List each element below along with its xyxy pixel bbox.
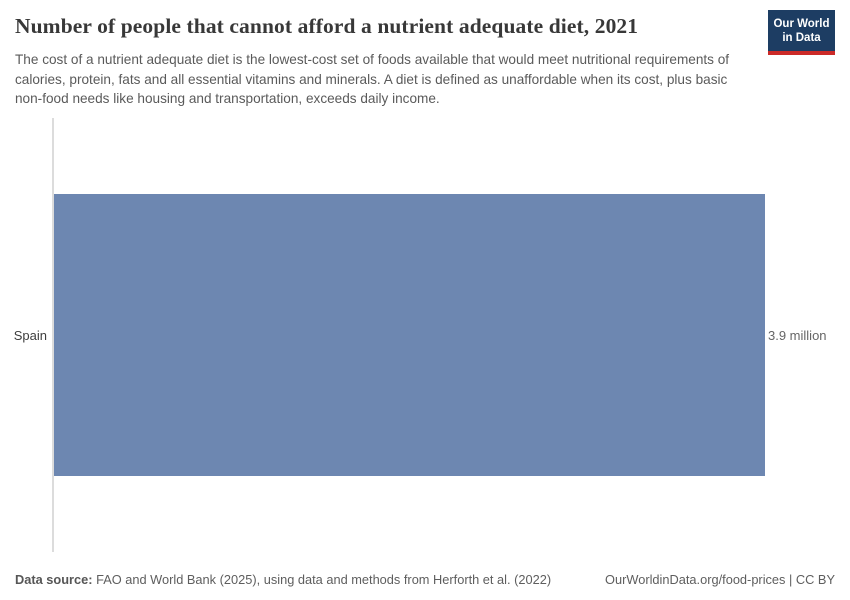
owid-logo[interactable]: Our World in Data <box>768 10 835 55</box>
owid-logo-line1: Our World <box>773 17 830 30</box>
bar-spain[interactable] <box>53 194 765 476</box>
chart-header: Number of people that cannot afford a nu… <box>15 14 750 109</box>
owid-logo-line2: in Data <box>782 31 821 44</box>
data-source-label: Data source: <box>15 572 93 587</box>
footer-link[interactable]: OurWorldinData.org/food-prices | CC BY <box>605 572 835 587</box>
data-source-text: FAO and World Bank (2025), using data an… <box>96 572 552 587</box>
data-source: Data source: FAO and World Bank (2025), … <box>15 572 551 587</box>
y-axis-line <box>52 118 54 552</box>
entity-label-spain: Spain <box>13 327 47 343</box>
chart-subtitle: The cost of a nutrient adequate diet is … <box>15 52 730 106</box>
chart-footer: Data source: FAO and World Bank (2025), … <box>15 572 835 587</box>
value-label-spain: 3.9 million <box>768 327 827 343</box>
bar-track-spain <box>53 194 765 476</box>
chart-title: Number of people that cannot afford a nu… <box>15 14 639 38</box>
